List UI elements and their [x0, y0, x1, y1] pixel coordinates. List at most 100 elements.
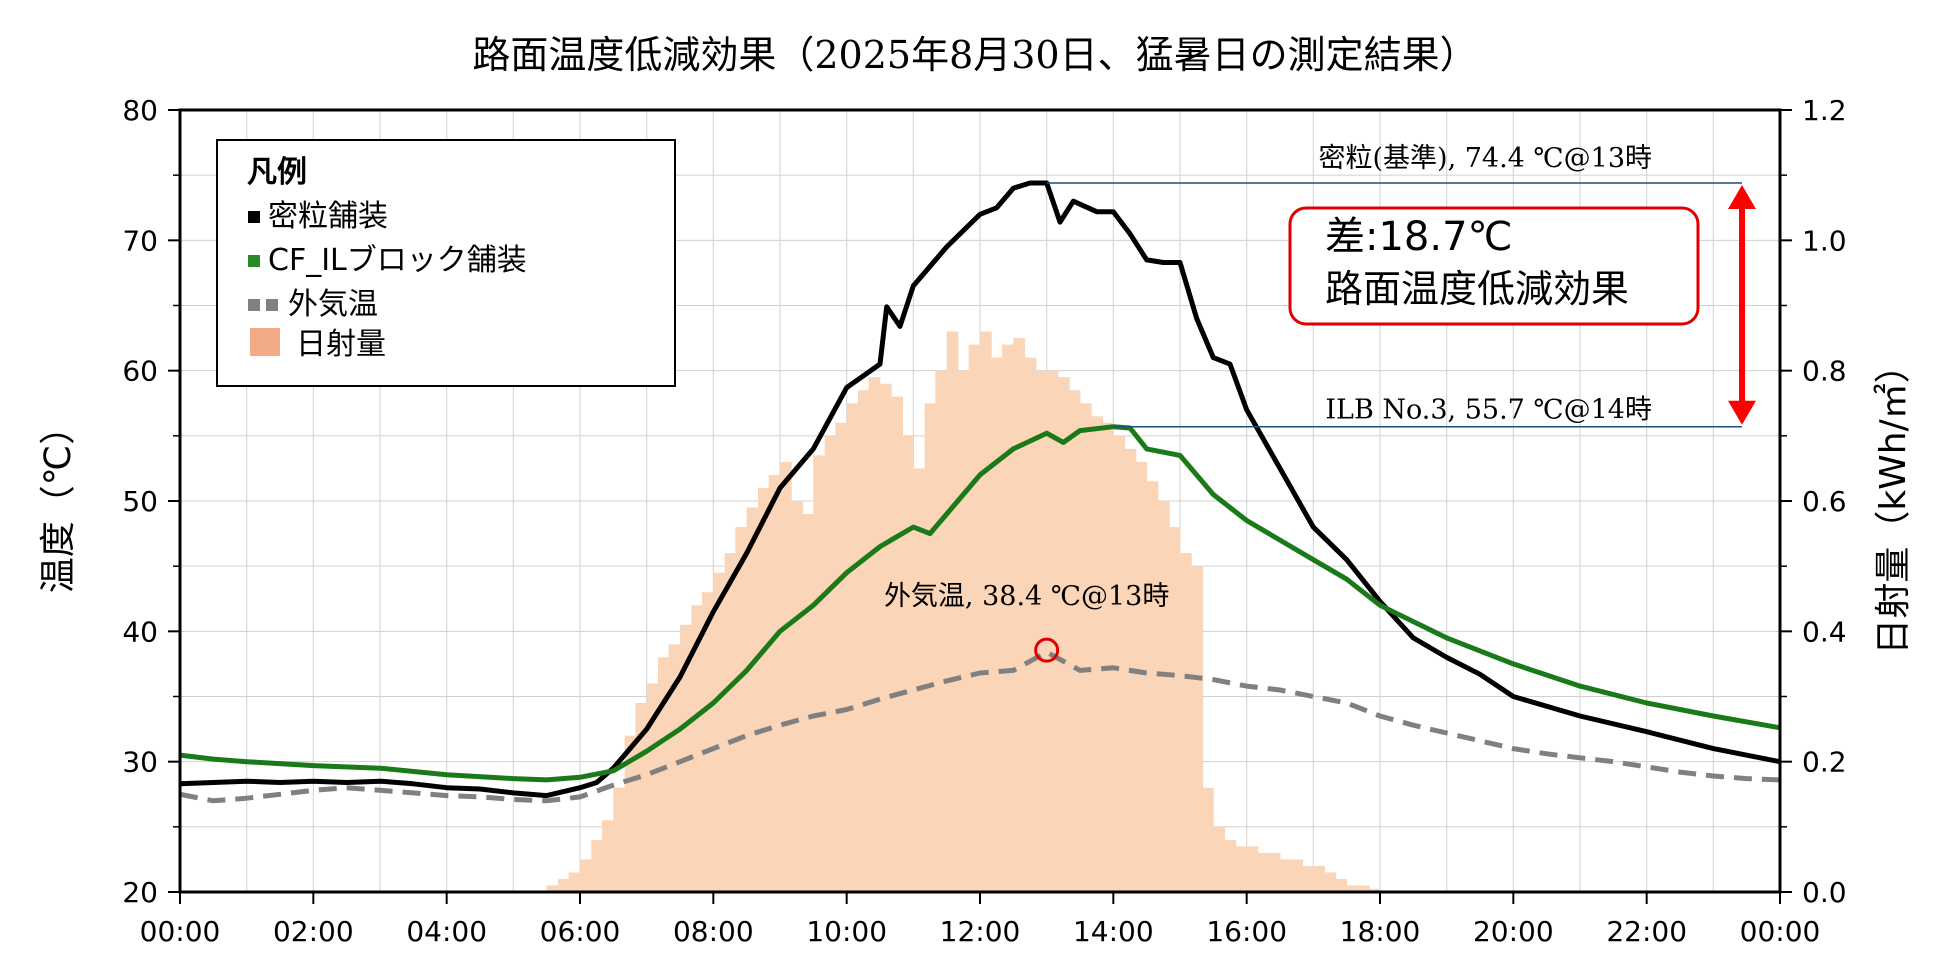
- solar-bar: [1180, 553, 1192, 892]
- y2-tick-label: 0.6: [1802, 485, 1847, 518]
- solar-bar: [1080, 403, 1092, 892]
- solar-bar: [913, 468, 926, 892]
- solar-bar: [980, 331, 992, 893]
- y-axis-label: 温度（℃）: [38, 409, 79, 593]
- solar-bar: [1368, 888, 1381, 892]
- solar-bar: [1280, 859, 1292, 892]
- solar-bar: [613, 787, 626, 892]
- solar-bar: [1324, 872, 1337, 892]
- solar-bar: [1224, 839, 1237, 892]
- solar-bar: [1024, 357, 1037, 893]
- air-temperature-line: [179, 649, 1781, 804]
- dense-pavement-line: [179, 180, 1781, 799]
- solar-bar: [1213, 826, 1226, 892]
- solar-bar: [668, 644, 681, 892]
- ilb-peak-label: ILB No.3, 55.7 ℃@14時: [1325, 395, 1652, 426]
- solar-bar: [746, 507, 759, 892]
- legend: 凡例 密粒舗装 CF_ILブロック舗装 外気温 日射量: [216, 139, 676, 387]
- solar-bar: [868, 377, 881, 892]
- solar-bar: [1113, 435, 1126, 892]
- solar-bar: [658, 657, 670, 892]
- solar-bar: [724, 553, 737, 892]
- legend-swatch-dense: [248, 211, 260, 223]
- solar-bar: [1158, 501, 1170, 892]
- solar-bar: [802, 514, 814, 892]
- legend-swatch-air-2: [266, 299, 278, 311]
- legend-label-dense: 密粒舗装: [268, 199, 388, 234]
- solar-bar: [1046, 370, 1059, 893]
- x-tick-label: 22:00: [1606, 915, 1687, 948]
- solar-bar: [1191, 566, 1204, 892]
- annotations: 密粒(基準), 74.4 ℃@13時 ILB No.3, 55.7 ℃@14時 …: [884, 143, 1756, 663]
- solar-bar: [1235, 846, 1248, 892]
- x-tick-label: 00:00: [140, 915, 221, 948]
- y2-tick-label: 1.0: [1802, 224, 1847, 257]
- solar-bar: [968, 344, 981, 893]
- legend-box: [216, 139, 676, 387]
- solar-bar: [991, 357, 1004, 893]
- solar-bar: [1168, 527, 1181, 892]
- y2-axis-label: 日射量（kWh/㎡）: [1872, 347, 1914, 654]
- solar-bar: [635, 703, 648, 892]
- legend-label-ilb: CF_ILブロック舗装: [268, 243, 527, 278]
- difference-arrow-head-bottom: [1728, 400, 1756, 425]
- solar-bar: [646, 683, 659, 892]
- y-tick-label: 60: [122, 355, 158, 388]
- solar-bar: [858, 390, 870, 892]
- solar-bar: [813, 455, 826, 892]
- x-tick-label: 20:00: [1473, 915, 1554, 948]
- solar-bar: [1058, 377, 1070, 892]
- solar-bar: [1346, 885, 1359, 892]
- solar-bar: [791, 501, 804, 892]
- solar-bar: [1013, 338, 1026, 892]
- solar-bar: [702, 592, 714, 892]
- series-lines: [179, 180, 1781, 804]
- solar-bar: [1268, 852, 1281, 892]
- solar-bar: [1291, 859, 1304, 892]
- solar-bar: [1146, 481, 1159, 892]
- solar-bar: [1335, 878, 1348, 892]
- difference-caption: 路面温度低減効果: [1325, 267, 1629, 311]
- x-tick-label: 16:00: [1206, 915, 1287, 948]
- air-peak-marker: [1034, 637, 1060, 663]
- solar-bar: [1302, 865, 1314, 892]
- solar-bars: [546, 331, 1381, 893]
- y-tick-label: 50: [122, 485, 158, 518]
- solar-bar: [1135, 461, 1148, 892]
- solar-bar: [1313, 865, 1326, 892]
- air-peak-label: 外気温, 38.4 ℃@13時: [884, 581, 1169, 612]
- axis-ticks: 00:00 02:00 04:00 06:00 08:00 10:00 12:00 14:00…: [122, 94, 1846, 948]
- solar-bar: [924, 403, 937, 892]
- solar-bar: [580, 859, 592, 892]
- solar-bar: [1358, 885, 1370, 892]
- solar-bar: [546, 885, 559, 892]
- y-tick-label: 70: [122, 224, 158, 257]
- x-tick-label: 00:00: [1740, 915, 1821, 948]
- solar-bar: [846, 403, 859, 892]
- legend-swatch-ilb: [248, 255, 260, 267]
- x-tick-label: 12:00: [940, 915, 1021, 948]
- y2-tick-label: 0.4: [1802, 615, 1847, 648]
- solar-bar: [624, 735, 637, 892]
- x-tick-label: 08:00: [673, 915, 754, 948]
- solar-bar: [958, 370, 970, 893]
- solar-bar: [758, 487, 770, 892]
- chart-title: 路面温度低減効果（2025年8月30日、猛暑日の測定結果）: [472, 33, 1477, 77]
- solar-bar: [568, 872, 581, 892]
- solar-bar: [591, 839, 604, 892]
- solar-bar: [891, 396, 904, 892]
- legend-title: 凡例: [247, 155, 307, 190]
- difference-box: [1288, 206, 1700, 326]
- legend-swatch-air-1: [248, 299, 260, 311]
- solar-bar: [1102, 422, 1114, 892]
- solar-bar: [691, 605, 704, 892]
- solar-bar: [835, 422, 848, 892]
- solar-bar: [602, 820, 614, 892]
- y2-tick-label: 0.0: [1802, 876, 1847, 909]
- difference-value: 差:18.7℃: [1325, 214, 1512, 260]
- solar-bar: [558, 878, 570, 892]
- y-tick-label: 80: [122, 94, 158, 127]
- solar-bar: [1002, 344, 1014, 893]
- y2-tick-label: 1.2: [1802, 94, 1847, 127]
